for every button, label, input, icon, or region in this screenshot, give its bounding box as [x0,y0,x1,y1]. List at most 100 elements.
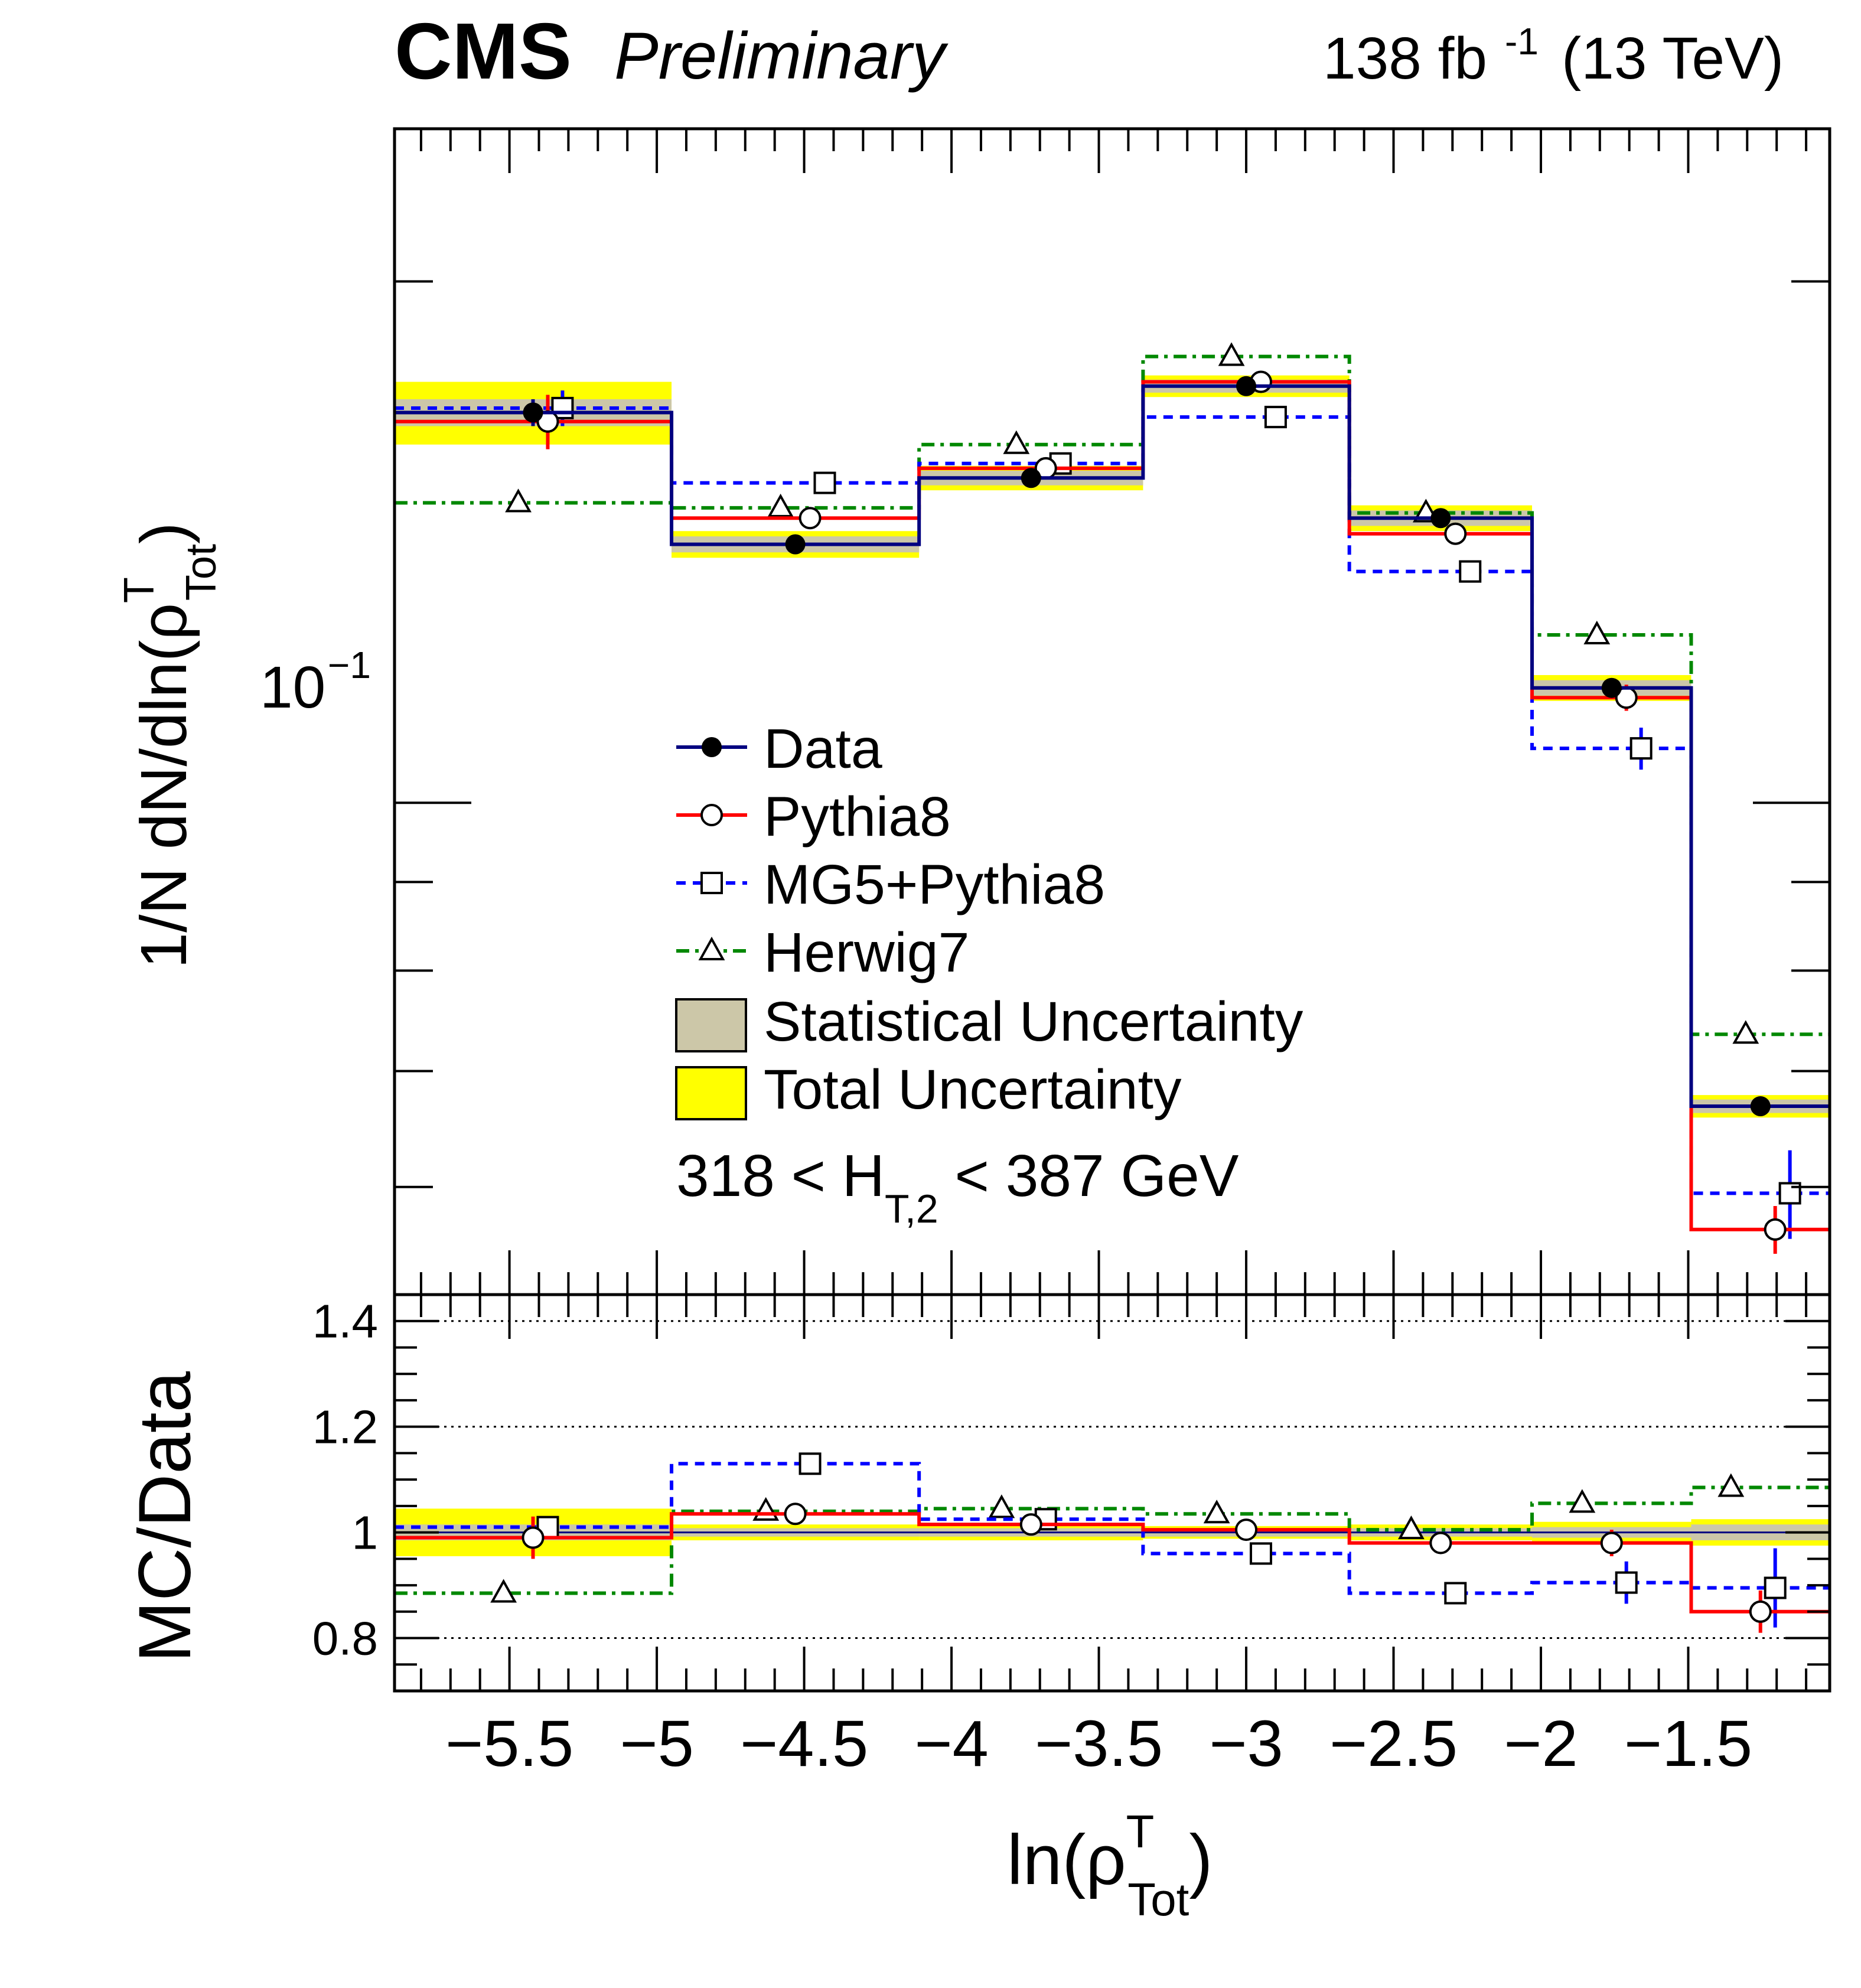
ratio-point-pythia8 [1749,1600,1772,1623]
ratio-point-mg5-pythia8 [1249,1542,1272,1565]
legend-marker-pythia8 [700,804,723,826]
preliminary-label: Preliminary [614,19,949,93]
main-line-mg5-pythia8 [395,406,1830,1195]
ratio-panel [393,1293,1831,1693]
ratio-point-mg5-pythia8 [798,1452,822,1475]
main-point-herwig7 [505,488,532,513]
legend-entry-data: Data [676,718,882,780]
main-point-data [523,402,543,423]
ht-range-annotation: 318 < HT,2 < 387 GeV [676,1143,1239,1231]
ratio-ytick-label: 0.8 [312,1612,378,1665]
ratio-point-pythia8 [1019,1513,1042,1536]
legend-entry-herwig7: Herwig7 [676,921,969,984]
xtick-labels: −5.5 −5 −4.5 −4 −3.5 −3 −2.5 −2 −1.5 [445,1707,1752,1780]
legend-label-mg5: MG5+Pythia8 [764,853,1105,916]
ht-range-sub: T,2 [885,1187,938,1231]
main-point-herwig7 [1218,342,1245,366]
xtick-label: −4.5 [740,1707,868,1780]
cms-label: CMS [395,6,572,96]
xtick-label: −5.5 [445,1707,573,1780]
main-ytick-label-base: 10 [260,654,325,721]
legend-entry-pythia8: Pythia8 [676,786,951,848]
ratio-frame [393,1293,1831,1693]
main-point-data [1601,677,1622,698]
ratio-ytick-label: 1.4 [312,1295,378,1348]
ratio-point-herwig7 [1203,1500,1230,1524]
xtick-label: −5 [620,1707,693,1780]
main-point-pythia8 [1764,1218,1787,1241]
ratio-line-mg5-pythia8 [395,1462,1830,1595]
ratio-ytick-label: 1 [352,1507,379,1559]
legend-label-data: Data [764,718,882,780]
lumi-exponent: -1 [1505,20,1539,63]
legend-label-total: Total Uncertainty [764,1058,1182,1121]
ratio-ylabel: MC/Data [124,1371,206,1663]
main-panel [393,127,1831,1296]
ratio-point-pythia8 [1235,1518,1258,1541]
xtick-label: −3.5 [1035,1707,1163,1780]
legend-label-pythia8: Pythia8 [764,786,951,848]
ratio-line-pythia8 [395,1512,1830,1614]
ratio-point-herwig7 [988,1494,1015,1518]
main-point-data [1750,1096,1771,1117]
main-point-herwig7 [1583,620,1611,645]
main-point-mg5-pythia8 [813,471,836,494]
legend-entry-mg5: MG5+Pythia8 [676,853,1105,916]
main-point-data [1236,376,1257,396]
legend-swatch-total [675,1066,747,1120]
xtick-label: −1.5 [1624,1707,1752,1780]
legend: Data Pythia8 MG5+Pythia8 Herwig7 Statist… [675,718,1303,1121]
xlabel-sup: T [1126,1806,1155,1857]
main-point-pythia8 [1444,522,1467,545]
ratio-ytick-labels: 0.8 1 1.2 1.4 [312,1295,378,1665]
ratio-line-herwig7 [395,1485,1830,1595]
ratio-point-pythia8 [522,1526,545,1549]
ratio-reference-lines [395,1320,1830,1640]
ratio-point-mg5-pythia8 [1444,1582,1467,1605]
main-point-herwig7 [1003,430,1030,454]
main-ylabel: 1/N dN/dln(ρT Tot) [116,522,225,969]
legend-label-herwig7: Herwig7 [764,921,969,984]
main-point-mg5-pythia8 [1629,737,1653,760]
ratio-point-pythia8 [784,1503,807,1526]
legend-marker-data [702,737,722,757]
main-point-herwig7 [1732,1020,1759,1044]
lumi-text: 138 fb [1323,25,1487,92]
main-point-data [1430,508,1451,529]
ht-range-left: 318 < H [676,1143,885,1209]
main-ylabel-sup: T [116,577,163,603]
ratio-point-herwig7 [1717,1473,1745,1497]
main-point-mg5-pythia8 [1459,560,1482,583]
ratio-series-mg5-pythia8 [395,1452,1830,1628]
ratio-point-mg5-pythia8 [1615,1571,1638,1594]
xlabel-sub: Tot [1127,1873,1189,1925]
xlabel-close: ) [1189,1820,1213,1899]
legend-label-stat: Statistical Uncertainty [764,990,1303,1053]
main-series-herwig7 [395,342,1830,1044]
xtick-label: −3 [1209,1707,1283,1780]
ratio-ticks [395,1293,1830,1691]
xlabel-base: ln(ρ [1007,1820,1126,1899]
ratio-point-pythia8 [1429,1531,1452,1554]
main-point-pythia8 [798,507,822,530]
main-ylabel-text: 1/N dN/dln(ρ [128,603,200,969]
ratio-series-pythia8 [395,1503,1830,1633]
legend-swatch-stat [675,998,747,1052]
main-ylabel-close: ) [128,522,200,544]
legend-entry-stat: Statistical Uncertainty [675,990,1303,1053]
energy-text: (13 TeV) [1562,25,1784,92]
main-line-herwig7 [395,354,1830,1037]
ratio-series [395,1452,1830,1633]
ratio-point-mg5-pythia8 [1764,1576,1787,1599]
legend-entry-total: Total Uncertainty [675,1058,1182,1121]
xlabel: ln(ρT Tot) [1007,1806,1213,1925]
main-point-mg5-pythia8 [1264,406,1287,429]
ratio-point-herwig7 [1569,1489,1596,1513]
main-series-data [395,376,1830,1117]
main-series [395,342,1830,1254]
xtick-label: −2.5 [1329,1707,1458,1780]
main-point-herwig7 [767,493,794,517]
